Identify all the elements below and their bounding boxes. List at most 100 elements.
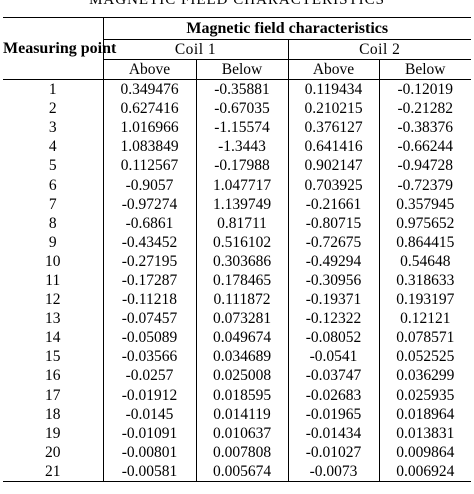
coil-2-above-cell: -0.01434: [287, 423, 379, 443]
coil-2-below-cell: -0.66244: [378, 137, 472, 157]
table-row: 6 -0.9057 1.047717 0.703925 -0.72379: [3, 175, 472, 195]
table-row: 7 -0.97274 1.139749 -0.21661 0.357945: [3, 194, 472, 214]
coil-2-above-cell: -0.12322: [287, 309, 379, 329]
coil-2-above-cell: -0.80715: [287, 213, 379, 233]
coil-1-above-cell: -0.00581: [102, 461, 196, 482]
table-row: 9 -0.43452 0.516102 -0.72675 0.864415: [3, 232, 472, 252]
table-row: 19 -0.01091 0.010637 -0.01434 0.013831: [3, 423, 472, 443]
coil-1-above-cell: -0.0145: [102, 404, 196, 424]
coil-1-above-cell: 1.083849: [102, 137, 196, 157]
coil-2-below-cell: 0.975652: [378, 213, 472, 233]
table-row: 8 -0.6861 0.81711 -0.80715 0.975652: [3, 213, 472, 233]
coil-2-above-cell: -0.72675: [287, 232, 379, 252]
coil-1-above-cell: -0.97274: [102, 194, 196, 214]
coil-1-below-cell: 0.303686: [195, 251, 288, 271]
coil-2-below-cell: 0.864415: [378, 232, 472, 252]
coil-2-above-cell: 0.119434: [287, 79, 379, 100]
coil-1-above-cell: -0.11218: [102, 290, 196, 310]
table-row: 20 -0.00801 0.007808 -0.01027 0.009864: [3, 442, 472, 462]
table-row: 3 1.016966 -1.15574 0.376127 -0.38376: [3, 118, 472, 138]
coil-1-below-cell: -0.35881: [195, 79, 288, 100]
coil-2-below-cell: 0.018964: [378, 404, 472, 424]
coil-1-above-cell: -0.00801: [102, 442, 196, 462]
coil-2-above-cell: 0.210215: [287, 99, 379, 119]
coil-1-below-cell: 0.025008: [195, 366, 288, 386]
point-cell: 10: [45, 252, 61, 270]
table-row: 14 -0.05089 0.049674 -0.08052 0.078571: [3, 328, 472, 348]
coil-2-below-cell: 0.193197: [378, 290, 472, 310]
coil-2-above-cell: 0.703925: [287, 175, 379, 195]
coil-1-above-cell: 0.112567: [102, 156, 196, 176]
coil-2-above-cell: -0.02683: [287, 385, 379, 405]
point-cell: 17: [45, 386, 61, 404]
coil-2-below-cell: -0.94728: [378, 156, 472, 176]
coil-1-below-cell: 0.014119: [195, 404, 288, 424]
point-cell: 7: [48, 195, 57, 213]
point-cell: 20: [45, 443, 61, 461]
coil-1-above-cell: -0.05089: [102, 328, 196, 348]
coil-2-below-cell: 0.54648: [378, 251, 472, 271]
point-cell: 13: [45, 310, 61, 328]
table-row: 18 -0.0145 0.014119 -0.01965 0.018964: [3, 404, 472, 424]
table-row: 13 -0.07457 0.073281 -0.12322 0.12121: [3, 309, 472, 329]
measuring-point-header: Measuring point: [3, 17, 116, 80]
coil-1-below-cell: 0.111872: [195, 290, 288, 310]
table-body: 1 0.349476 -0.35881 0.119434 -0.12019 2 0.6274…: [3, 79, 472, 482]
table-row: 15 -0.03566 0.034689 -0.0541 0.052525: [3, 347, 472, 367]
point-cell: 15: [45, 348, 61, 366]
coil-1-above-cell: 0.349476: [102, 79, 196, 100]
coil-1-above-cell: -0.0257: [102, 366, 196, 386]
coil-2-above-cell: -0.21661: [287, 194, 379, 214]
coil-2-below-cell: -0.12019: [378, 79, 472, 100]
table-row: 11 -0.17287 0.178465 -0.30956 0.318633: [3, 270, 472, 291]
coil-1-below-cell: 0.81711: [195, 213, 288, 233]
coil-1-above-cell: -0.27195: [102, 251, 196, 271]
coil-2-above-cell: -0.01027: [287, 442, 379, 462]
coil-2-below-cell: -0.72379: [378, 175, 472, 195]
coil-1-below-cell: 0.516102: [195, 232, 288, 252]
coil-1-above-cell: -0.01912: [102, 385, 196, 405]
coil-1-below-cell: 0.005674: [195, 461, 288, 482]
table-row: 12 -0.11218 0.111872 -0.19371 0.193197: [3, 290, 472, 310]
coil-2-above-cell: 0.641416: [287, 137, 379, 157]
point-cell: 3: [48, 119, 57, 137]
coil-2-above-cell: -0.19371: [287, 290, 379, 310]
coil-1-below-cell: -0.17988: [195, 156, 288, 176]
coil-1-above-cell: -0.9057: [102, 175, 196, 195]
point-cell: 19: [45, 424, 61, 442]
coil-1-below-cell: 0.007808: [195, 442, 288, 462]
point-cell: 21: [45, 462, 61, 480]
coil-2-below-cell: 0.12121: [378, 309, 472, 329]
coil-2-below-cell: -0.21282: [378, 99, 472, 119]
point-cell: 12: [45, 291, 61, 309]
point-cell: 11: [45, 271, 61, 289]
coil-1-above-cell: 1.016966: [102, 118, 196, 138]
table-row: 2 0.627416 -0.67035 0.210215 -0.21282: [3, 99, 472, 119]
coil-1-below-cell: 0.010637: [195, 423, 288, 443]
coil-1-above-cell: -0.01091: [102, 423, 196, 443]
point-cell: 9: [48, 233, 57, 251]
point-cell: 8: [48, 214, 57, 232]
coil-1-below-cell: 0.049674: [195, 328, 288, 348]
table-row: 16 -0.0257 0.025008 -0.03747 0.036299: [3, 366, 472, 386]
coil-2-above-cell: 0.376127: [287, 118, 379, 138]
coil-2-below-cell: 0.013831: [378, 423, 472, 443]
table-row: 10 -0.27195 0.303686 -0.49294 0.54648: [3, 251, 472, 271]
point-cell: 18: [45, 405, 61, 423]
coil-2-below-cell: 0.025935: [378, 385, 472, 405]
table-row: 4 1.083849 -1.3443 0.641416 -0.66244: [3, 137, 472, 157]
coil-1-below-cell: 0.178465: [195, 270, 288, 291]
coil-2-below-cell: -0.38376: [378, 118, 472, 138]
coil-2-above-cell: -0.0073: [287, 461, 379, 482]
point-cell: 1: [48, 81, 57, 99]
coil-2-below-cell: 0.009864: [378, 442, 472, 462]
table-row: 1 0.349476 -0.35881 0.119434 -0.12019: [3, 79, 472, 100]
coil-1-below-cell: 0.034689: [195, 347, 288, 367]
coil-1-below-cell: -1.15574: [195, 118, 288, 138]
coil-1-below-cell: 0.018595: [195, 385, 288, 405]
coil-1-below-cell: 0.073281: [195, 309, 288, 329]
table-row: 17 -0.01912 0.018595 -0.02683 0.025935: [3, 385, 472, 405]
coil-1-above-header: Above: [102, 59, 196, 80]
coil-2-above-cell: -0.0541: [287, 347, 379, 367]
coil-1-above-cell: -0.07457: [102, 309, 196, 329]
